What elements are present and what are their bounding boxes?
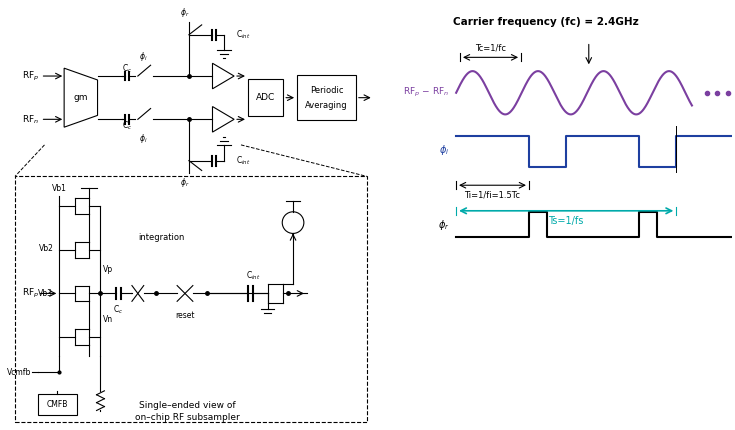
Circle shape [282,212,304,233]
Polygon shape [212,63,234,89]
Bar [248,79,283,117]
Text: Periodic: Periodic [309,86,343,95]
Text: ADC: ADC [256,93,275,102]
Text: C$_c$: C$_c$ [122,63,132,75]
Text: Vcmfb: Vcmfb [7,368,32,377]
Text: Ts=1/fs: Ts=1/fs [548,216,584,226]
Text: Vb1: Vb1 [51,184,67,193]
Text: $\phi_i$: $\phi_i$ [140,50,148,63]
Text: Single–ended view of: Single–ended view of [139,401,235,410]
Text: $\phi_r$: $\phi_r$ [438,218,449,232]
Bar [15,176,367,422]
Text: Averaging: Averaging [305,101,348,110]
Text: C$_{int}$: C$_{int}$ [236,28,251,41]
Text: $\phi_i$: $\phi_i$ [439,143,449,157]
Text: Vn: Vn [102,314,112,323]
Text: CMFB: CMFB [46,400,68,409]
Text: $\phi_r$: $\phi_r$ [180,6,190,19]
Text: Carrier frequency (fc) = 2.4GHz: Carrier frequency (fc) = 2.4GHz [453,17,639,27]
Text: Tc=1/fc: Tc=1/fc [475,43,506,52]
Text: $\phi_i$: $\phi_i$ [140,132,148,145]
Text: $\phi_r$: $\phi_r$ [180,176,190,189]
Text: RF$_p$ − RF$_n$: RF$_p$ − RF$_n$ [403,86,449,99]
Text: C$_{int}$: C$_{int}$ [246,269,261,282]
Text: Ti=1/fi=1.5Tc: Ti=1/fi=1.5Tc [465,190,520,199]
Text: RF$_n$: RF$_n$ [23,113,40,126]
Text: RF$_p$: RF$_p$ [22,70,40,83]
Text: C$_{int}$: C$_{int}$ [236,154,251,167]
Polygon shape [212,107,234,132]
Text: Vp: Vp [102,265,112,274]
Text: Vb2: Vb2 [38,244,54,253]
Text: integration: integration [138,233,184,242]
Text: RF$_p$: RF$_p$ [22,287,39,300]
Polygon shape [64,68,98,127]
Bar [37,394,77,415]
Text: C$_c$: C$_c$ [122,120,132,132]
Text: Vb3: Vb3 [38,289,54,298]
Text: reset: reset [175,311,195,320]
Text: on–chip RF subsampler: on–chip RF subsampler [135,413,240,422]
Text: C$_c$: C$_c$ [113,303,123,316]
Text: gm: gm [74,93,88,102]
Bar [297,75,356,120]
